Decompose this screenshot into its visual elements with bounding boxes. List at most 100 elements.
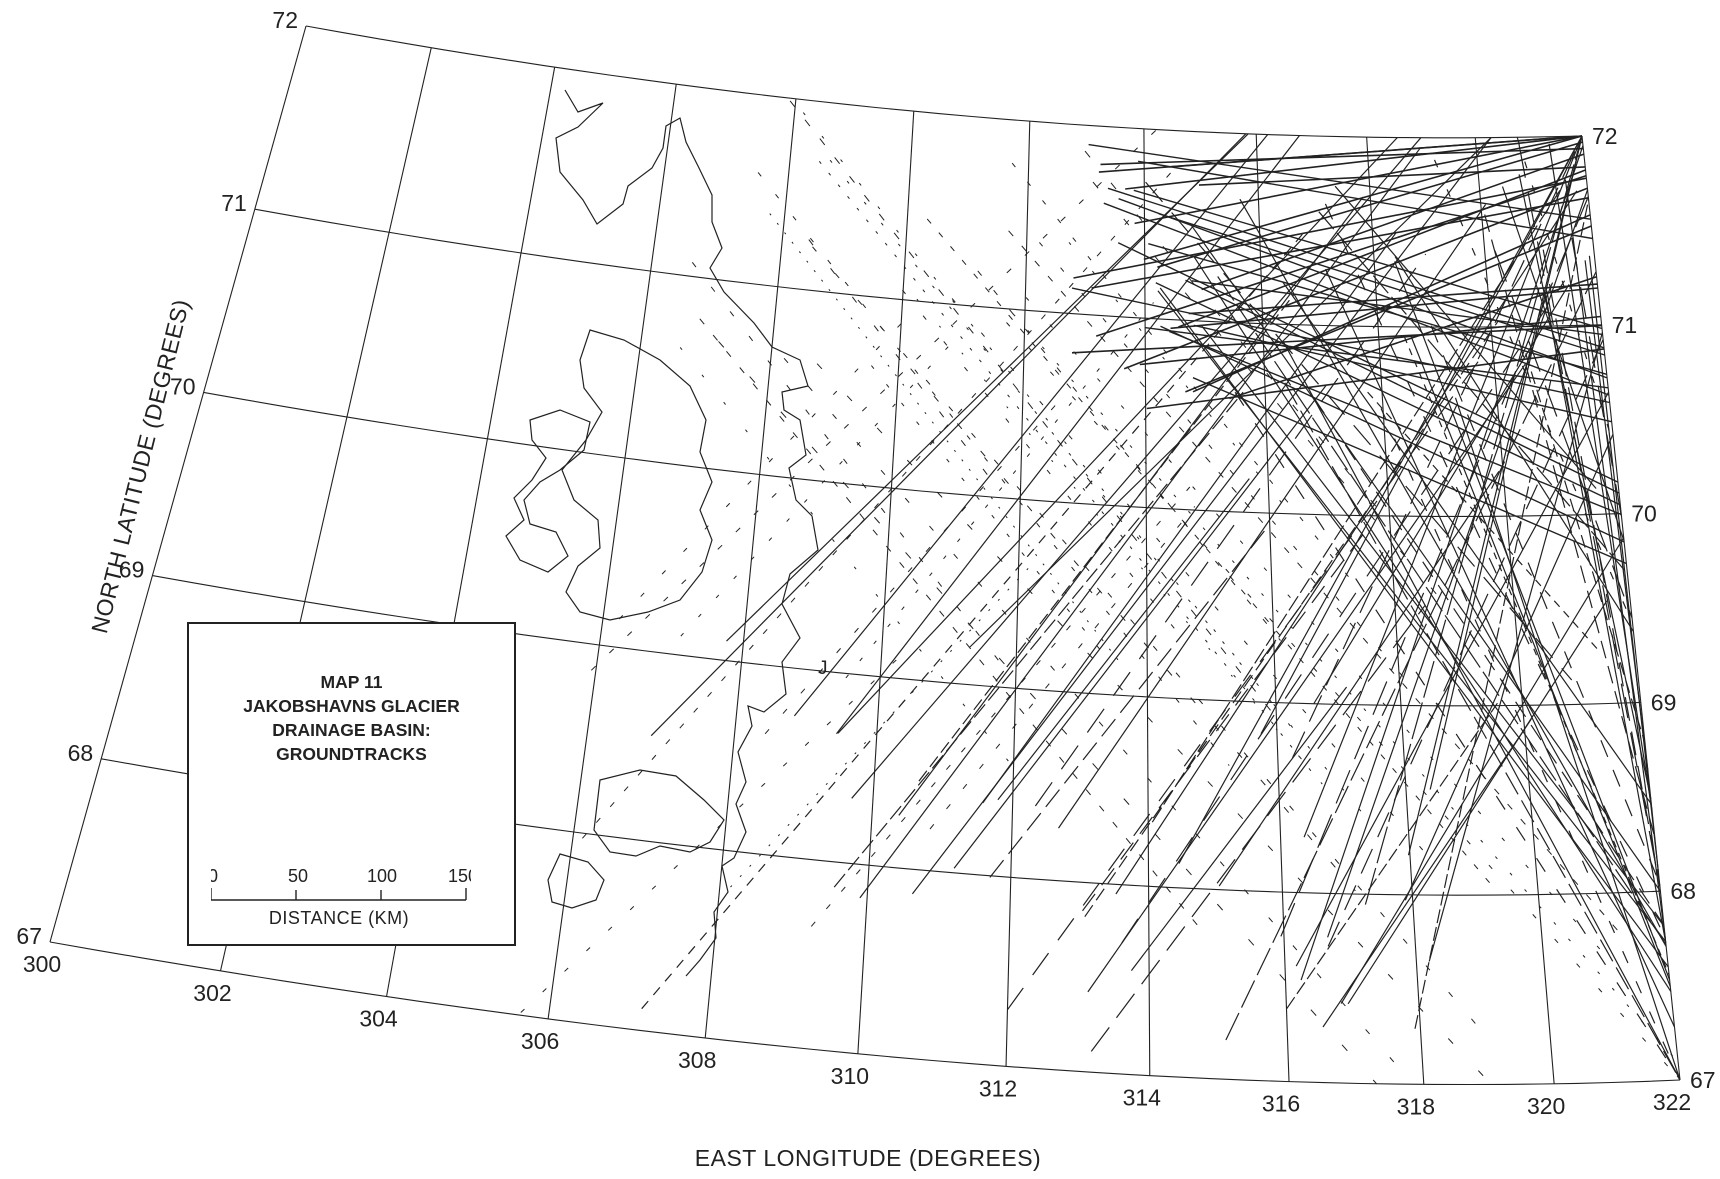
- latitude-label: 71: [1612, 312, 1638, 338]
- groundtrack-segment: [1410, 336, 1671, 987]
- map-title-line: DRAINAGE BASIN:: [272, 720, 431, 740]
- groundtrack-segment: [1082, 525, 1370, 912]
- groundtrack-segment: [1324, 268, 1676, 1028]
- groundtrack-segment: [1169, 330, 1622, 516]
- groundtrack-segment: [1286, 702, 1498, 1010]
- groundtrack-segment: [1159, 287, 1669, 968]
- groundtrack-segment: [1318, 211, 1628, 574]
- groundtrack-segment: [641, 233, 1303, 1010]
- groundtrack-segment: [1170, 287, 1598, 330]
- groundtrack-segment: [1193, 324, 1612, 423]
- latitude-label: 71: [221, 190, 247, 216]
- groundtrack-segment: [1185, 225, 1592, 393]
- groundtrack-segment: [910, 368, 1356, 892]
- parallel-line: [152, 575, 1641, 707]
- groundtrack-segment: [1518, 174, 1652, 799]
- groundtrack-segment: [1121, 280, 1566, 944]
- meridian-line: [1005, 121, 1031, 1067]
- groundtrack-segment: [1548, 143, 1653, 811]
- meridian-line: [1581, 135, 1681, 1081]
- groundtrack-segment: [902, 289, 1175, 629]
- groundtrack-segment: [1193, 256, 1672, 992]
- groundtrack-segment: [837, 137, 1398, 734]
- longitude-label: 302: [193, 980, 231, 1006]
- groundtrack-segment: [1403, 336, 1670, 976]
- groundtrack-segment: [829, 159, 1364, 815]
- groundtrack-segment: [1322, 718, 1532, 1028]
- groundtrack-segment: [1564, 179, 1666, 940]
- groundtrack-segment: [1429, 135, 1583, 790]
- longitude-label: 300: [23, 951, 61, 977]
- longitude-label: 320: [1527, 1093, 1565, 1119]
- parallel-line: [49, 941, 1681, 1086]
- longitude-label: 308: [678, 1047, 716, 1073]
- latitude-label: 69: [119, 557, 145, 583]
- groundtrack-segment: [1525, 353, 1646, 744]
- groundtrack-segment: [997, 478, 1250, 801]
- groundtrack-segment: [1347, 600, 1608, 1005]
- groundtrack-segment: [1160, 325, 1625, 543]
- groundtrack-segment: [1234, 391, 1681, 1081]
- x-axis-title: EAST LONGITUDE (DEGREES): [695, 1145, 1041, 1171]
- groundtrack-segment: [793, 134, 1269, 717]
- groundtrack-segment: [1201, 325, 1665, 927]
- scale-tick-label: 50: [288, 866, 308, 886]
- groundtrack-segment: [1494, 250, 1633, 619]
- groundtrack-segment: [812, 246, 1494, 1045]
- scale-tick-label: 100: [367, 866, 397, 886]
- distance-scale-bar: 0 50 100 150 DISTANCE (KM): [211, 866, 471, 928]
- groundtrack-segment: [1034, 253, 1427, 807]
- longitude-label: 310: [831, 1063, 869, 1089]
- parallel-line: [203, 391, 1622, 517]
- groundtrack-segment: [1340, 537, 1625, 1004]
- groundtrack-segment: [1380, 408, 1681, 1081]
- groundtrack-segment: [845, 302, 1154, 679]
- map-title: MAP 11 JAKOBSHAVNS GLACIER DRAINAGE BASI…: [189, 670, 514, 766]
- groundtrack-segment: [1430, 325, 1661, 884]
- groundtrack-segment: [833, 391, 1244, 888]
- groundtrack-segment: [810, 486, 1191, 927]
- place-marker-label: J: [818, 658, 828, 679]
- parallel-line: [254, 208, 1602, 328]
- groundtrack-segment: [1107, 187, 1605, 349]
- groundtrack-segment: [1134, 135, 1583, 225]
- groundtrack-segment: [1178, 169, 1586, 328]
- groundtrack-segment: [789, 100, 1277, 719]
- coastline: [547, 769, 725, 909]
- groundtrack-segment: [808, 239, 1005, 498]
- longitude-label: 306: [521, 1028, 559, 1054]
- groundtrack-segment: [816, 363, 1492, 1085]
- latitude-label: 67: [16, 923, 42, 949]
- groundtrack-segment: [1008, 230, 1622, 935]
- groundtrack-segment: [1225, 271, 1597, 1041]
- groundtrack-segment: [1157, 141, 1583, 268]
- map-title-line: MAP 11: [320, 672, 383, 692]
- groundtrack-segment: [1158, 213, 1605, 356]
- groundtrack-segment: [1088, 143, 1591, 220]
- groundtrack-segment: [977, 270, 1281, 641]
- groundtrack-segment: [1300, 145, 1584, 981]
- groundtrack-segment: [679, 347, 1027, 784]
- latitude-label: 68: [68, 740, 94, 766]
- groundtrack-segment: [1073, 177, 1587, 279]
- coastline: [505, 409, 591, 573]
- groundtrack-segment: [1137, 160, 1593, 240]
- groundtrack-segment: [1327, 189, 1589, 938]
- meridian-line: [1474, 137, 1555, 1084]
- groundtrack-segment: [1239, 198, 1667, 947]
- groundtrack-segment: [802, 112, 1297, 734]
- longitude-label: 318: [1397, 1093, 1435, 1119]
- map-labels: 7271706968677271706968673003023043063083…: [16, 7, 1715, 1119]
- groundtrack-segment: [836, 135, 1300, 735]
- groundtrack-segment: [818, 160, 1315, 775]
- groundtrack-segment: [590, 129, 1157, 671]
- groundtrack-segment: [1071, 324, 1602, 354]
- longitude-label: 314: [1123, 1085, 1162, 1111]
- groundtrack-segment: [1428, 332, 1603, 962]
- meridian-line: [1255, 134, 1290, 1082]
- groundtrack-segment: [1394, 256, 1634, 632]
- groundtrack-segment: [1454, 397, 1681, 1081]
- groundtrack-segment: [989, 528, 1267, 878]
- groundtrack-segment: [680, 335, 959, 637]
- latitude-label: 67: [1690, 1067, 1716, 1093]
